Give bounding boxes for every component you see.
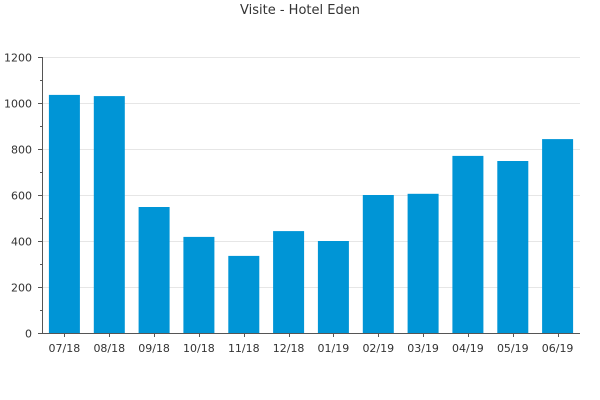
y-tick-label: 800 xyxy=(11,144,32,157)
x-tick-label: 12/18 xyxy=(273,342,305,355)
bar-10-18 xyxy=(183,236,215,333)
bar-09-18 xyxy=(138,207,170,333)
bar-12-18 xyxy=(273,231,305,333)
y-tick-label: 1000 xyxy=(4,98,32,111)
x-tick-label: 06/19 xyxy=(542,342,574,355)
y-tick-label: 400 xyxy=(11,236,32,249)
y-tick-label: 200 xyxy=(11,282,32,295)
bar-11-18 xyxy=(228,255,260,333)
bar-04-19 xyxy=(452,155,484,333)
y-tick-label: 600 xyxy=(11,190,32,203)
x-tick-label: 08/18 xyxy=(93,342,125,355)
x-tick-label: 03/19 xyxy=(407,342,439,355)
bar-07-18 xyxy=(48,94,80,334)
x-tick-label: 04/19 xyxy=(452,342,484,355)
chart-title: Visite - Hotel Eden xyxy=(240,3,360,18)
bar-08-18 xyxy=(93,96,125,333)
x-tick-label: 01/19 xyxy=(318,342,350,355)
y-tick-label: 0 xyxy=(25,328,32,341)
x-tick-label: 05/19 xyxy=(497,342,529,355)
x-tick-label: 11/18 xyxy=(228,342,260,355)
x-tick-label: 10/18 xyxy=(183,342,215,355)
y-tick-label: 1200 xyxy=(4,52,32,65)
bar-01-19 xyxy=(317,241,349,333)
x-tick-label: 02/19 xyxy=(362,342,394,355)
x-tick-label: 07/18 xyxy=(49,342,81,355)
bar-02-19 xyxy=(362,195,394,333)
bar-05-19 xyxy=(497,161,529,333)
bar-03-19 xyxy=(407,193,439,333)
bar-06-19 xyxy=(542,139,574,333)
x-tick-label: 09/18 xyxy=(138,342,170,355)
